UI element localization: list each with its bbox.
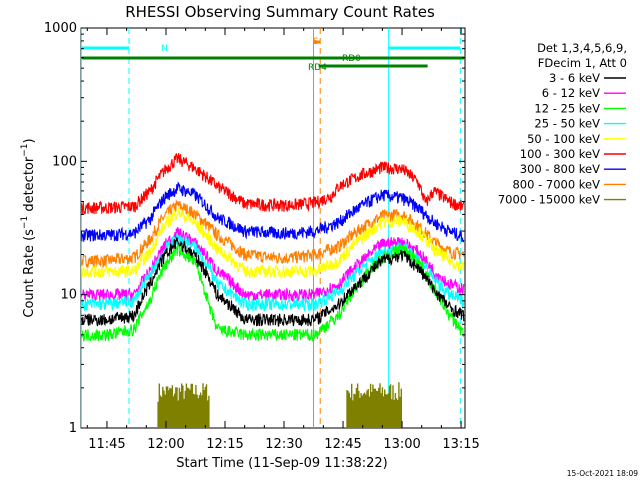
- ylabel-superscript: −1: [20, 216, 30, 229]
- chart-title: RHESSI Observing Summary Count Rates: [125, 3, 435, 21]
- series-50-100keV: [80, 206, 465, 280]
- x-axis-label: Start Time (11-Sep-09 11:38:22): [176, 456, 387, 471]
- legend-label: 50 - 100 keV: [527, 132, 600, 146]
- y-tick-label: 1: [69, 421, 77, 436]
- x-tick-label: 12:45: [324, 437, 361, 452]
- legend-label: 6 - 12 keV: [542, 86, 600, 100]
- series-300-800keV: [80, 181, 465, 243]
- legend-label: 3 - 6 keV: [549, 71, 600, 85]
- series-block-1: [157, 383, 210, 428]
- series-12-25keV: [80, 243, 465, 342]
- series-100-300keV: [80, 152, 465, 216]
- legend-label: 25 - 50 keV: [534, 117, 600, 131]
- legend-label: 12 - 25 keV: [534, 101, 600, 115]
- legend-label: 100 - 300 keV: [520, 147, 600, 161]
- series-3-6keV: [80, 237, 465, 327]
- annotation-n: N: [161, 44, 168, 54]
- x-tick-label: 12:30: [265, 437, 302, 452]
- annotation-layer: N S RD0 RD4: [80, 28, 465, 428]
- legend-header-1: Det 1,3,4,5,6,9,: [537, 41, 627, 55]
- series-block-2: [346, 382, 402, 428]
- ylabel-text: ): [22, 138, 37, 143]
- legend: Det 1,3,4,5,6,9,FDecim 1, Att 03 - 6 keV…: [498, 41, 627, 207]
- axes-layer: 1 10 100 1000 11:45 12:00 12:15 12:30 12:45 13:00…: [44, 21, 480, 452]
- annotation-rd4: RD4: [308, 63, 327, 73]
- timestamp-label: 15-Oct-2021 18:09: [567, 469, 638, 478]
- legend-header-2: FDecim 1, Att 0: [538, 56, 627, 70]
- x-tick-label: 12:00: [147, 437, 184, 452]
- legend-label: 800 - 7000 keV: [512, 177, 600, 191]
- series-25-50keV: [80, 233, 465, 313]
- y-tick-label: 100: [52, 154, 77, 169]
- series-layer: [80, 152, 465, 428]
- annotation-rd0: RD0: [342, 54, 361, 64]
- ylabel-text: Count Rate (s: [22, 229, 37, 318]
- annotation-s: S: [313, 37, 319, 47]
- x-tick-label: 11:45: [88, 437, 125, 452]
- x-tick-label: 12:15: [206, 437, 243, 452]
- y-tick-label: 10: [60, 288, 77, 303]
- y-axis-label: Count Rate (s−1 detector−1): [20, 138, 37, 317]
- series-6-12keV: [80, 227, 465, 303]
- series-7000-15000keV: [157, 382, 402, 428]
- legend-label: 7000 - 15000 keV: [498, 193, 600, 207]
- x-tick-label: 13:15: [442, 437, 479, 452]
- x-tick-label: 13:00: [383, 437, 420, 452]
- legend-label: 300 - 800 keV: [520, 162, 600, 176]
- ylabel-superscript: −1: [20, 143, 30, 156]
- y-tick-label: 1000: [44, 21, 77, 36]
- ylabel-text: detector: [22, 156, 37, 216]
